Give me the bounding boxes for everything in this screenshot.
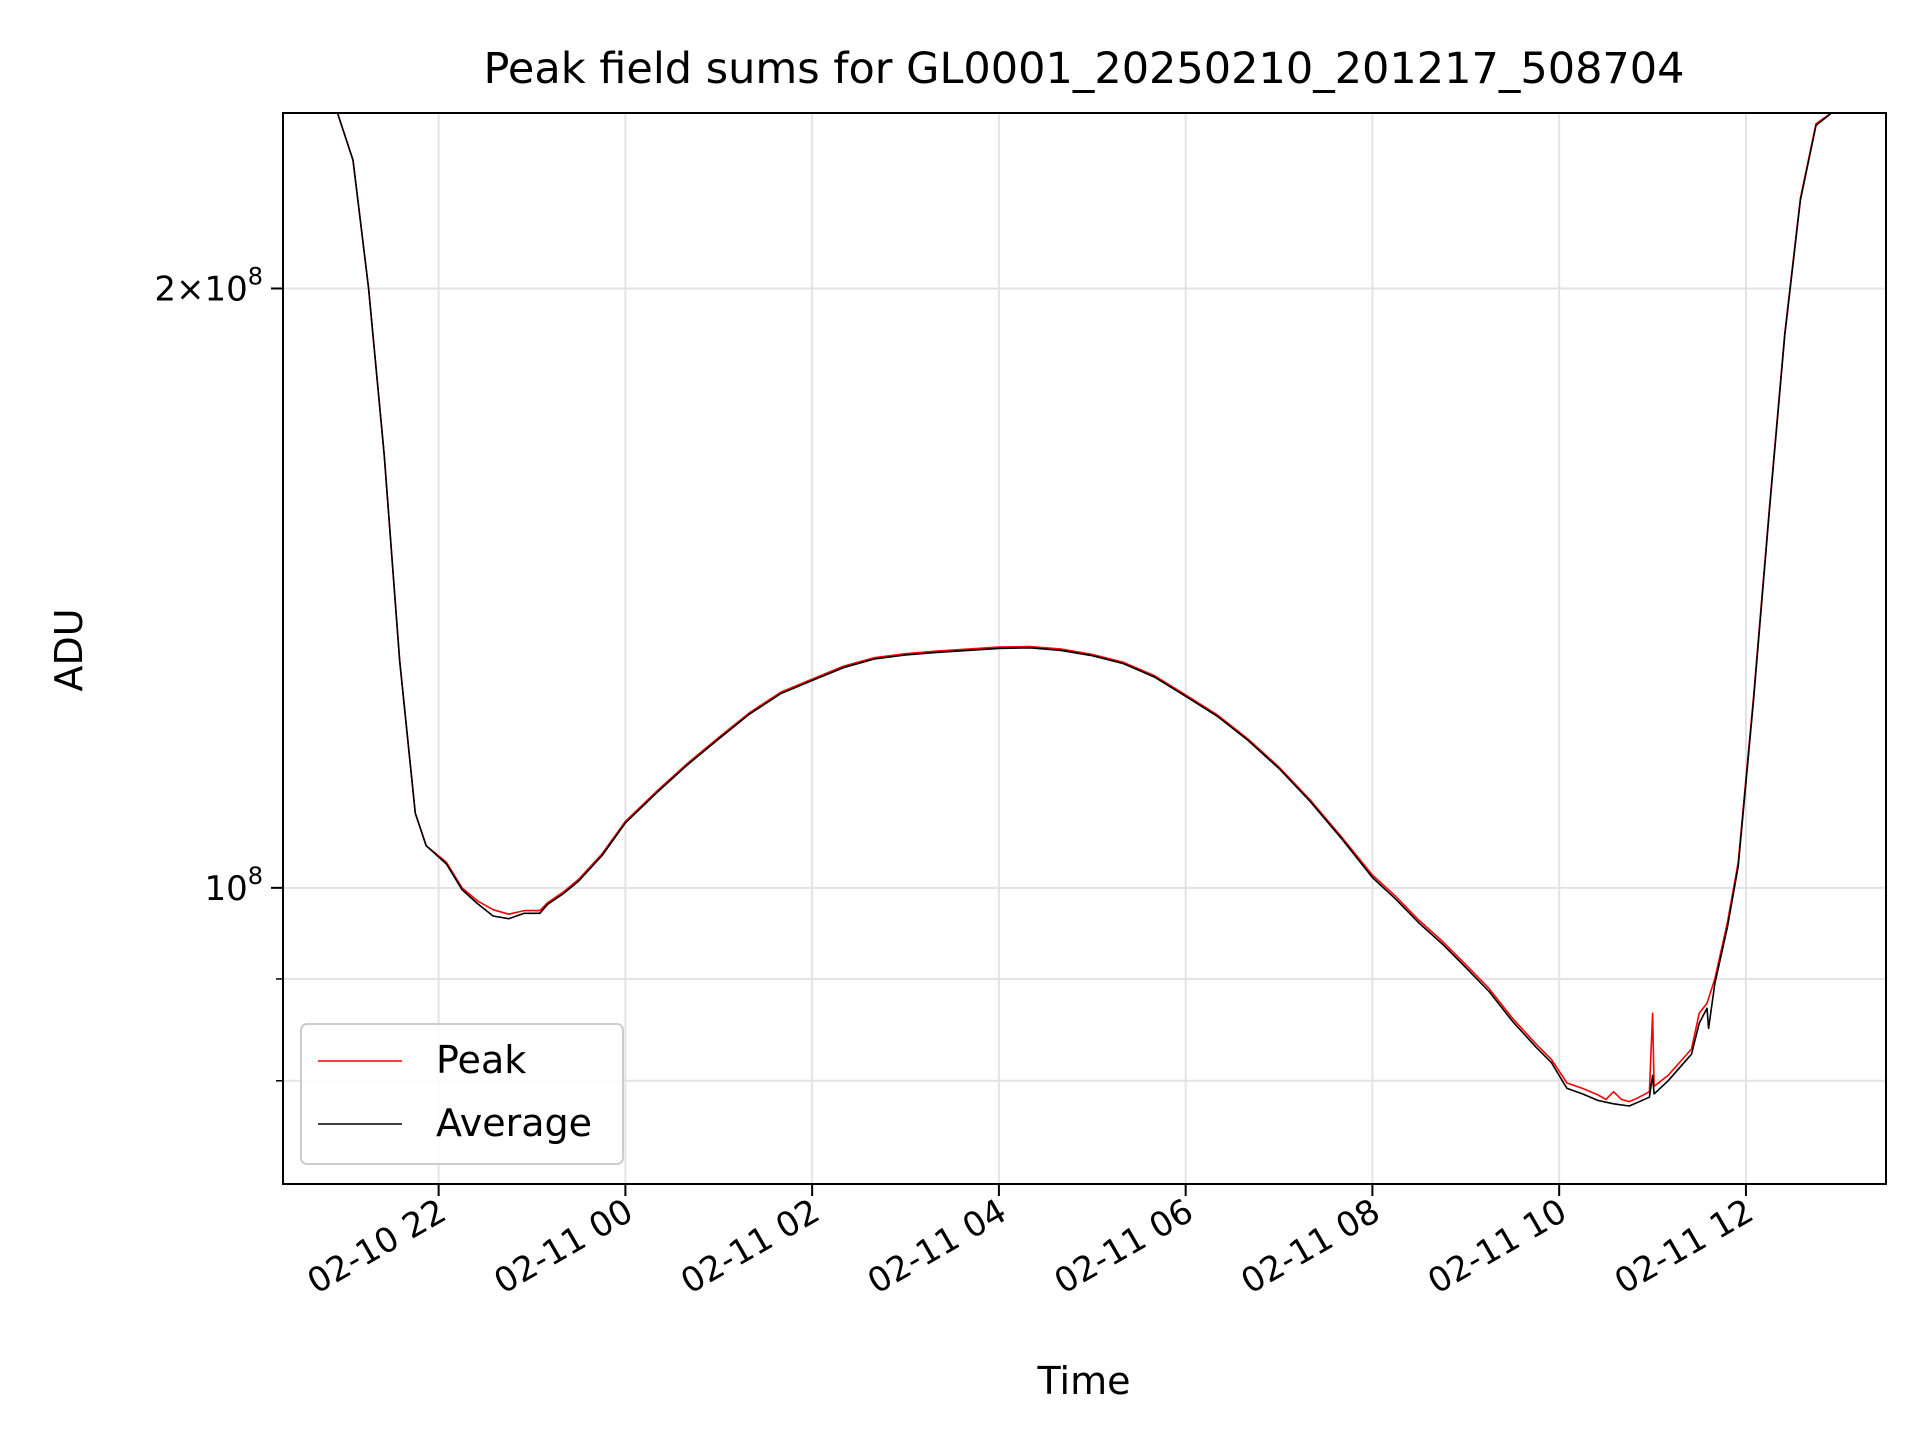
plot-lines xyxy=(336,113,1832,1107)
x-axis-label: Time xyxy=(1037,1359,1131,1403)
grid xyxy=(283,113,1886,1184)
legend-box xyxy=(300,1023,624,1165)
y-axis-label: ADU xyxy=(47,608,91,691)
plot-frame xyxy=(282,112,1887,1185)
series-line-average xyxy=(336,113,1832,1107)
legend-label-average: Average xyxy=(436,1101,592,1145)
legend: Peak Average xyxy=(300,1023,624,1165)
chart-title: Peak field sums for GL0001_20250210_2012… xyxy=(484,44,1685,94)
series-line-peak xyxy=(336,113,1832,1103)
y-tick-label: 2×108 xyxy=(154,262,263,309)
legend-label-peak: Peak xyxy=(436,1038,526,1082)
